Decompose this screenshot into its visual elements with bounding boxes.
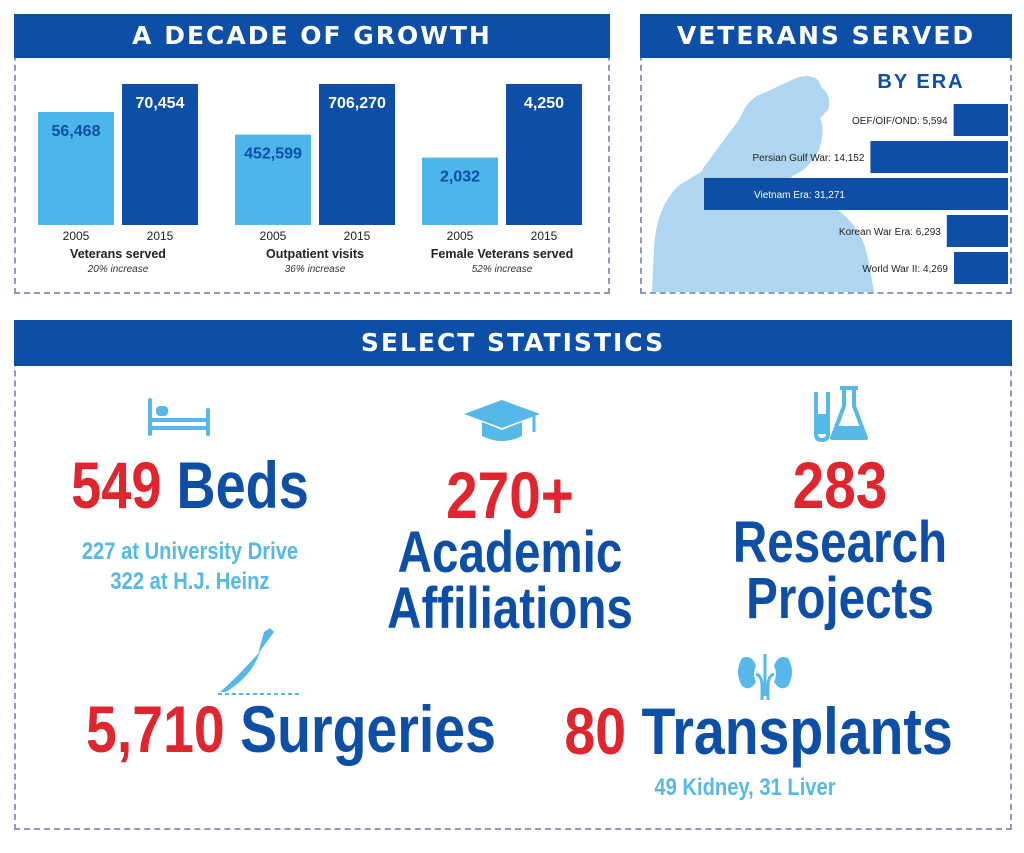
transplants-count: 80 (564, 694, 627, 768)
era-bar (870, 141, 1008, 173)
transplants-detail: 49 Kidney, 31 Liver (654, 774, 836, 801)
academic-stat: 270+ Academic Affiliations (340, 462, 680, 638)
x-tick-label: 2005 (447, 229, 474, 243)
group-title: Female Veterans served (431, 247, 573, 261)
x-tick-label: 2005 (260, 229, 287, 243)
bar-2005 (235, 134, 311, 225)
bed-icon (148, 398, 210, 436)
x-tick-label: 2015 (531, 229, 558, 243)
beds-university-drive: 227 at University Drive (81, 538, 299, 565)
beds-stat: 549 Beds 227 at University Drive 322 at … (40, 452, 340, 594)
group-subtitle: 20% increase (87, 264, 149, 275)
era-bar (954, 252, 1008, 284)
group-subtitle: 36% increase (285, 264, 346, 275)
bar-value-label: 56,468 (52, 123, 101, 140)
beds-count: 549 (71, 448, 162, 522)
academic-label-line2: Affiliations (387, 576, 633, 641)
bar-2005 (38, 111, 114, 225)
beds-label: Beds (176, 448, 309, 522)
surgeries-label: Surgeries (240, 692, 496, 766)
scalpel-icon (218, 628, 300, 695)
research-label-line1: Research (732, 510, 948, 575)
x-tick-label: 2015 (147, 229, 174, 243)
era-label: World War II: 4,269 (862, 264, 948, 275)
bar-value-label: 706,270 (328, 95, 386, 112)
transplants-stat: 80 Transplants 49 Kidney, 31 Liver (530, 698, 960, 800)
bar-value-label: 4,250 (524, 95, 564, 112)
veterans-title: VETERANS SERVED (640, 14, 1012, 58)
x-tick-label: 2005 (63, 229, 90, 243)
kidney-icon (738, 654, 792, 700)
growth-chart: 56,468 2005 70,454 2015 Veterans served 20% i… (38, 84, 582, 275)
era-bar (704, 178, 1008, 210)
lab-flask-icon (814, 386, 868, 442)
surgeries-count: 5,710 (86, 692, 225, 766)
research-count: 283 (792, 448, 888, 522)
veterans-chart: BY ERA OEF/OIF/OND: 5,594 Persian Gulf Wa… (652, 71, 1008, 292)
research-label-line2: Projects (746, 566, 934, 631)
x-tick-label: 2015 (344, 229, 371, 243)
bar-value-label: 452,599 (244, 146, 302, 163)
veterans-subtitle: BY ERA (877, 71, 964, 93)
surgeries-stat: 5,710 Surgeries (50, 696, 500, 762)
bar-value-label: 2,032 (440, 169, 480, 186)
era-label: Korean War Era: 6,293 (839, 227, 941, 238)
academic-count: 270+ (446, 458, 574, 532)
group-title: Outpatient visits (266, 247, 364, 261)
era-label: Vietnam Era: 31,271 (754, 190, 845, 201)
research-stat: 283 Research Projects (690, 452, 990, 628)
bar-value-label: 70,454 (136, 95, 185, 112)
bar-2015 (122, 84, 198, 225)
bar-2015 (506, 84, 582, 225)
era-bar (953, 104, 1008, 136)
beds-hj-heinz: 322 at H.J. Heinz (110, 568, 270, 595)
era-bar (946, 215, 1008, 247)
era-label: Persian Gulf War: 14,152 (753, 153, 865, 164)
group-title: Veterans served (70, 247, 166, 261)
bar-2005 (422, 157, 498, 225)
growth-title: A DECADE OF GROWTH (14, 14, 610, 58)
graduation-cap-icon (464, 400, 540, 441)
group-subtitle: 52% increase (472, 264, 533, 275)
stats-title: SELECT STATISTICS (14, 320, 1012, 366)
era-label: OEF/OIF/OND: 5,594 (852, 116, 948, 127)
academic-label-line1: Academic (397, 520, 623, 585)
bar-2015 (319, 84, 395, 225)
transplants-label: Transplants (641, 694, 953, 768)
